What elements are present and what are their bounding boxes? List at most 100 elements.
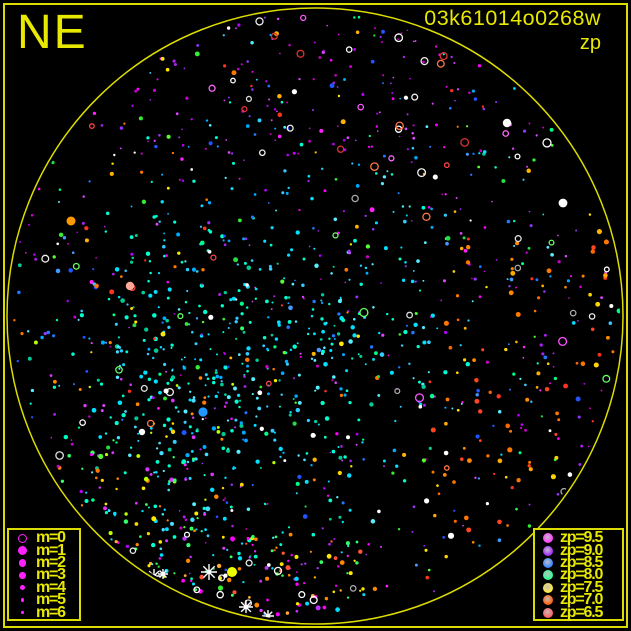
star-ring xyxy=(588,313,596,320)
star-dot xyxy=(352,333,357,338)
star-dot xyxy=(162,245,166,249)
star-dot xyxy=(294,401,297,404)
star-dot xyxy=(270,549,274,553)
star-dot xyxy=(117,400,123,406)
star-dot xyxy=(295,481,300,486)
star-dot xyxy=(88,385,92,389)
star-dot xyxy=(190,579,193,583)
star-dot xyxy=(327,480,330,483)
star-dot xyxy=(313,41,316,44)
star-dot xyxy=(312,227,315,230)
star-dot xyxy=(200,204,204,208)
star-dot xyxy=(226,26,231,30)
star-dot xyxy=(539,343,543,347)
star-dot xyxy=(412,377,415,380)
star-dot xyxy=(238,405,241,409)
star-dot xyxy=(153,348,159,353)
legend-row: zp=7.0 xyxy=(535,592,622,608)
star-dot xyxy=(204,384,207,387)
star-dot xyxy=(99,382,104,386)
star-dot xyxy=(301,295,305,299)
star-dot xyxy=(509,388,511,391)
star-dot xyxy=(365,255,370,259)
star-dot xyxy=(333,337,336,340)
star-dot xyxy=(550,474,556,480)
star-dot xyxy=(142,338,146,342)
star-dot xyxy=(412,505,416,509)
star-dot xyxy=(116,436,121,440)
magnitude-dot-symbol xyxy=(9,559,36,567)
star-dot xyxy=(276,262,279,265)
star-dot xyxy=(351,357,354,360)
star-dot xyxy=(166,280,170,284)
star-dot xyxy=(378,331,381,335)
symbol-shape xyxy=(542,557,553,568)
star-dot xyxy=(188,398,192,402)
star-dot xyxy=(367,543,370,546)
star-dot xyxy=(556,492,560,496)
star-dot xyxy=(166,519,169,522)
star-dot xyxy=(386,170,389,173)
star-dot xyxy=(269,133,272,136)
star-dot xyxy=(383,246,388,251)
star-dot xyxy=(507,447,513,453)
star-dot xyxy=(129,446,133,449)
star-ring xyxy=(218,574,226,582)
star-dot xyxy=(334,381,337,384)
star-dot xyxy=(157,565,160,568)
star-dot xyxy=(303,581,306,585)
star-dot xyxy=(85,370,89,373)
star-dot xyxy=(224,176,227,180)
star-dot xyxy=(248,320,252,324)
star-dot xyxy=(246,265,252,271)
zp-label: zp=9.5 xyxy=(560,529,603,547)
star-dot xyxy=(244,438,248,443)
star-dot xyxy=(95,257,97,259)
star-dot xyxy=(147,398,151,402)
star-dot xyxy=(207,395,210,398)
star-dot xyxy=(181,430,187,436)
star-dot xyxy=(216,145,219,148)
star-dot xyxy=(329,58,333,62)
legend-row: zp=9.0 xyxy=(535,542,622,558)
star-ring xyxy=(88,123,95,130)
star-dot xyxy=(177,386,181,390)
star-dot xyxy=(425,575,430,580)
symbol-shape xyxy=(21,611,24,614)
star-dot xyxy=(522,345,526,349)
star-dot xyxy=(302,514,308,519)
star-dot xyxy=(103,506,107,511)
star-dot xyxy=(575,229,578,232)
star-dot xyxy=(270,308,273,311)
star-dot xyxy=(263,16,266,19)
star-dot xyxy=(205,119,209,122)
star-ring xyxy=(406,311,414,319)
star-dot xyxy=(254,286,257,289)
star-ring xyxy=(349,585,357,592)
star-dot xyxy=(171,151,175,155)
star-dot xyxy=(105,211,110,216)
star-dot xyxy=(20,332,24,336)
star-dot xyxy=(474,398,480,404)
star-dot xyxy=(406,113,409,116)
star-dot xyxy=(295,609,299,613)
star-dot xyxy=(376,112,379,115)
star-dot xyxy=(136,454,141,458)
star-dot xyxy=(321,167,324,170)
star-dot xyxy=(287,253,291,257)
star-dot xyxy=(259,608,263,613)
star-dot xyxy=(280,279,285,284)
star-dot xyxy=(408,205,411,208)
star-dot xyxy=(287,319,292,324)
star-dot xyxy=(220,382,224,387)
star-dot xyxy=(188,425,192,429)
star-dot xyxy=(437,492,441,496)
star-dot xyxy=(161,528,165,532)
star-dot xyxy=(49,374,53,377)
star-dot xyxy=(369,345,374,349)
zp-color-symbol xyxy=(535,533,560,544)
star-dot xyxy=(357,163,361,166)
star-dot xyxy=(296,571,298,573)
star-dot xyxy=(100,340,105,345)
star-dot xyxy=(495,259,498,261)
